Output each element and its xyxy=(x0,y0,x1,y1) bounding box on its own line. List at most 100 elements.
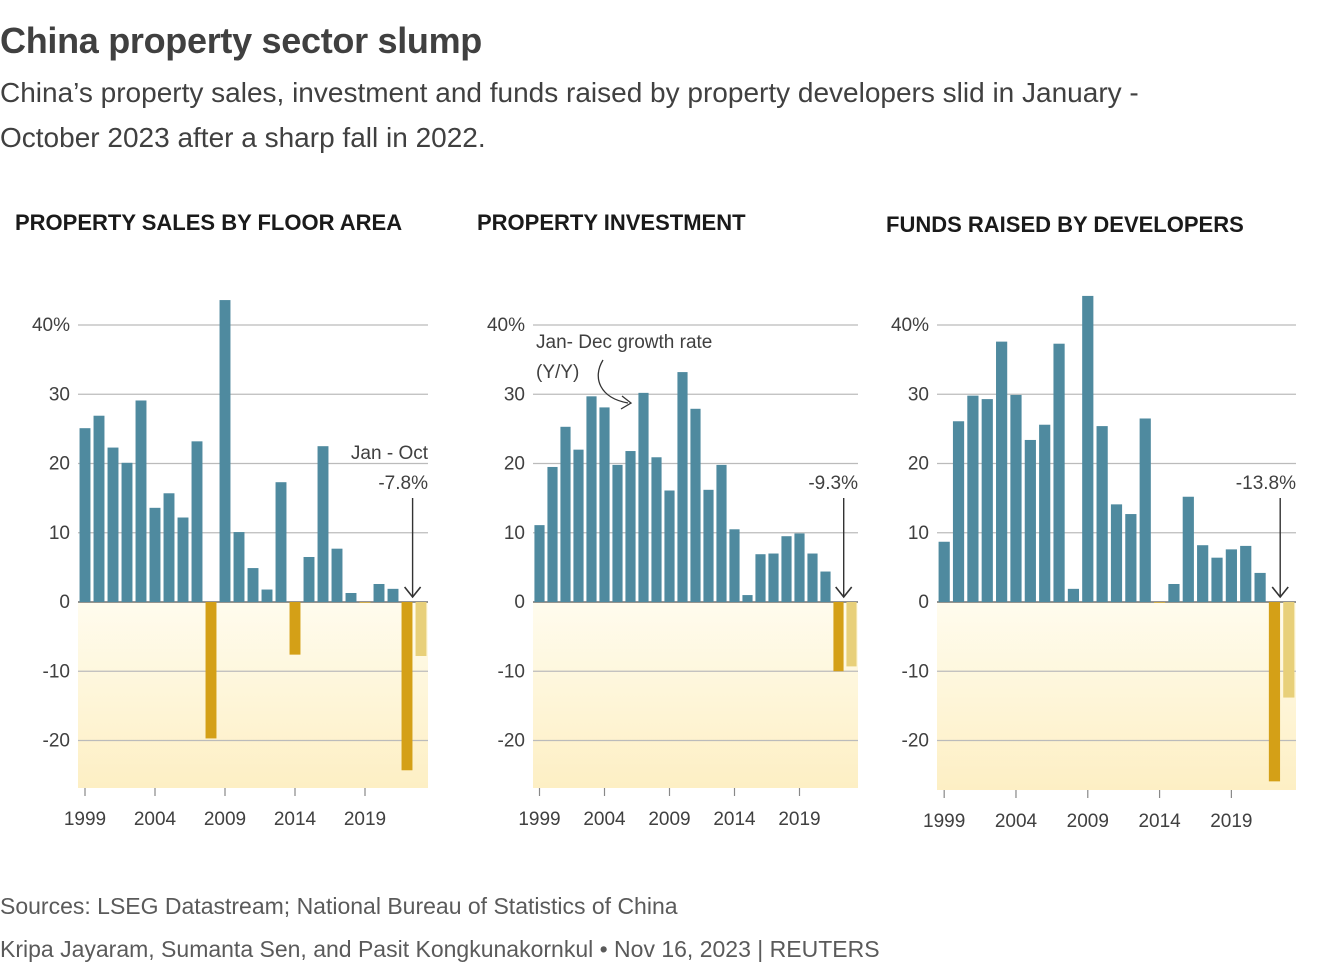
bar-2007 xyxy=(191,441,203,602)
y-tick-label: 30 xyxy=(504,384,525,405)
y-tick-label: 40% xyxy=(891,315,929,336)
bar-2023 xyxy=(415,602,427,657)
sources-note: Sources: LSEG Datastream; National Burea… xyxy=(0,893,678,919)
page-title: China property sector slump xyxy=(0,20,482,61)
x-tick-label: 1999 xyxy=(64,809,106,830)
latest-value-label: -7.8% xyxy=(378,473,428,494)
bar-2017 xyxy=(331,548,343,602)
bar-2001 xyxy=(560,426,571,602)
bar-2019 xyxy=(1225,549,1237,602)
negative-region-shade xyxy=(937,602,1296,790)
bar-2014 xyxy=(289,602,301,655)
x-tick-label: 2004 xyxy=(134,809,177,830)
bar-2017 xyxy=(768,553,779,602)
x-tick-label: 2014 xyxy=(274,809,317,830)
bar-2006 xyxy=(177,517,189,602)
negative-region-shade xyxy=(533,602,858,788)
bar-2004 xyxy=(599,407,610,602)
bar-2002 xyxy=(573,449,584,602)
y-tick-label: -10 xyxy=(498,661,525,682)
credit-line: Kripa Jayaram, Sumanta Sen, and Pasit Ko… xyxy=(0,936,880,962)
bar-2023 xyxy=(846,602,857,667)
note-pointer-arrowhead xyxy=(620,395,633,410)
y-tick-label: 20 xyxy=(49,454,70,475)
bar-1999 xyxy=(938,541,950,602)
bar-2009 xyxy=(1082,295,1094,602)
bar-2016 xyxy=(1182,496,1194,602)
y-tick-label: 20 xyxy=(504,454,525,475)
chart-panels: 40% 30 20 10 0 -10 -20 1999 2004 2009 2014 2019 PROP… xyxy=(15,210,1296,832)
latest-value-label: -13.8% xyxy=(1236,473,1296,494)
bar-2018 xyxy=(1211,557,1223,602)
annotation-arrowhead xyxy=(1271,586,1289,599)
bar-2019 xyxy=(794,533,805,602)
bar-2018 xyxy=(781,536,792,602)
y-tick-label: 10 xyxy=(49,523,70,544)
bar-2005 xyxy=(612,464,623,602)
latest-value-label: -9.3% xyxy=(808,473,858,494)
bar-2018 xyxy=(345,592,357,602)
chart-panel-2: 40% 30 20 10 0 -10 -20 1999 2004 2009 2014 2019 PROP… xyxy=(477,210,858,830)
x-tick-label: 2004 xyxy=(583,809,626,830)
bar-2008 xyxy=(651,457,662,602)
bar-2022 xyxy=(401,602,413,771)
bar-2000 xyxy=(547,466,558,602)
bar-2012 xyxy=(1125,514,1137,602)
bar-2022 xyxy=(833,602,844,672)
bar-2003 xyxy=(996,341,1008,602)
y-tick-label: -20 xyxy=(902,731,929,752)
bar-2005 xyxy=(163,493,175,602)
bar-2020 xyxy=(373,583,385,602)
y-tick-label: 0 xyxy=(918,592,929,613)
bar-2020 xyxy=(807,553,818,602)
x-tick-label: 2014 xyxy=(1138,811,1181,832)
bar-2013 xyxy=(1139,418,1151,602)
growth-rate-note: Jan- Dec growth rate xyxy=(536,332,712,353)
y-tick-label: 10 xyxy=(504,523,525,544)
panel-title: PROPERTY INVESTMENT xyxy=(477,210,746,235)
panel-title: FUNDS RAISED BY DEVELOPERS xyxy=(886,212,1244,237)
bar-2014 xyxy=(729,529,740,602)
bar-2001 xyxy=(967,395,979,602)
chart-panel-3: 40% 30 20 10 0 -10 -20 1999 2004 2009 2014 2019 FUND… xyxy=(886,212,1296,832)
y-tick-label: 0 xyxy=(514,592,525,613)
bar-2011 xyxy=(247,568,259,602)
bar-2009 xyxy=(664,490,675,602)
note-pointer-curve xyxy=(597,359,629,404)
bar-2000 xyxy=(952,421,965,602)
y-tick-label: -20 xyxy=(43,731,70,752)
bar-2003 xyxy=(586,396,597,602)
x-tick-label: 2004 xyxy=(995,811,1038,832)
x-tick-label: 2019 xyxy=(778,809,820,830)
bar-2020 xyxy=(1240,545,1252,602)
bar-1999 xyxy=(534,525,545,602)
bar-2008 xyxy=(1067,588,1080,602)
negative-region-shade xyxy=(78,602,428,788)
page-subtitle: China’s property sales, investment and f… xyxy=(0,77,1139,153)
bar-2019 xyxy=(359,602,371,603)
annotation-arrowhead xyxy=(835,586,853,599)
bar-2002 xyxy=(981,399,993,602)
bar-2002 xyxy=(121,462,133,602)
bar-2015 xyxy=(303,556,315,602)
y-tick-label: 0 xyxy=(59,592,70,613)
bar-2021 xyxy=(820,571,831,602)
bar-2011 xyxy=(690,408,701,602)
bar-2017 xyxy=(1197,545,1209,602)
latest-value-label: Jan - Oct xyxy=(351,443,429,464)
y-tick-label: -10 xyxy=(902,661,929,682)
y-tick-label: -10 xyxy=(43,661,70,682)
bar-2022 xyxy=(1268,602,1281,782)
bar-2015 xyxy=(742,595,753,602)
bar-2016 xyxy=(317,446,329,602)
bar-2009 xyxy=(219,300,231,602)
y-tick-label: 20 xyxy=(908,454,929,475)
x-tick-label: 2019 xyxy=(344,809,386,830)
bar-2014 xyxy=(1153,602,1166,603)
bar-2013 xyxy=(716,464,727,602)
y-tick-label: 40% xyxy=(32,315,70,336)
bar-2013 xyxy=(275,482,287,602)
bar-2001 xyxy=(107,447,119,602)
bar-2012 xyxy=(703,489,714,602)
bar-2015 xyxy=(1168,583,1180,602)
